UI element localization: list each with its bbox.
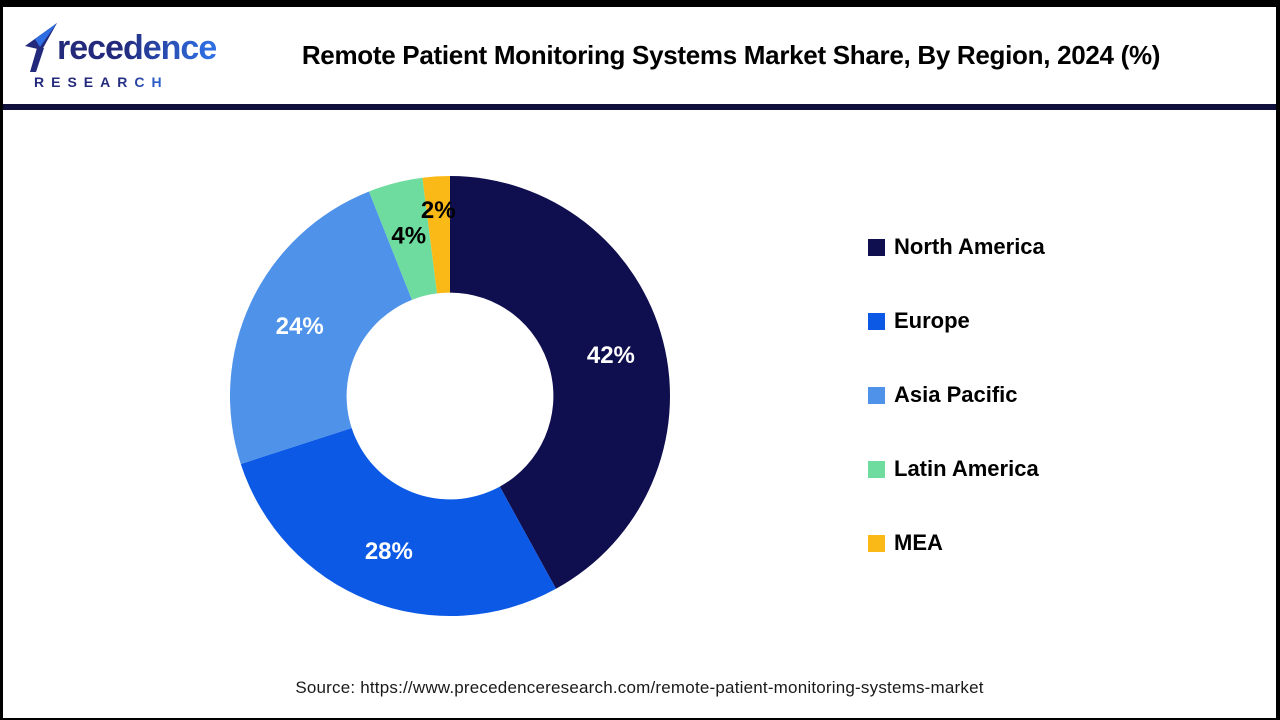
chart-area: 42% 28% 24% 4% 2% North America Europe Asia Pa… xyxy=(3,110,1276,715)
legend-swatch xyxy=(868,386,885,404)
slice-latin-america xyxy=(369,177,438,300)
logo-top: recedence xyxy=(25,22,217,72)
page-title: Remote Patient Monitoring Systems Market… xyxy=(301,40,1161,70)
logo-subtitle: RESEARCH xyxy=(34,73,169,90)
legend-swatch xyxy=(868,312,885,330)
data-label: 24% xyxy=(276,313,324,340)
source-text: Source: https://www.precedenceresearch.c… xyxy=(295,678,984,697)
legend-item: Europe xyxy=(868,308,1045,334)
legend-item-label: MEA xyxy=(894,530,943,555)
slice-europe xyxy=(240,427,556,616)
legend-swatch xyxy=(868,534,885,552)
legend-item-label: North America xyxy=(894,234,1045,259)
data-label: 28% xyxy=(365,538,413,565)
data-label: 4% xyxy=(391,223,426,250)
legend-swatch xyxy=(868,460,885,478)
legend-item-label: Asia Pacific xyxy=(894,382,1018,407)
legend: North America Europe Asia Pacific Latin Ame… xyxy=(868,234,1045,604)
legend-item: Asia Pacific xyxy=(868,382,1045,408)
paper-plane-icon xyxy=(25,22,57,72)
legend-item: MEA xyxy=(868,530,1045,556)
legend-item: North America xyxy=(868,234,1045,260)
slice-mea xyxy=(422,176,450,294)
legend-swatch xyxy=(868,238,885,256)
logo-wordmark: recedence xyxy=(57,28,217,67)
legend-item-label: Europe xyxy=(894,308,970,333)
legend-item: Latin America xyxy=(868,456,1045,482)
legend-item-label: Latin America xyxy=(894,456,1039,481)
donut-chart: 42% 28% 24% 4%2% xyxy=(229,176,670,616)
data-label: 42% xyxy=(587,342,635,369)
slice-asia-pacific xyxy=(229,191,412,464)
slice-north-america xyxy=(450,176,670,589)
data-label: 2% xyxy=(421,197,456,224)
logo: recedence RESEARCH xyxy=(25,22,220,90)
header: recedence RESEARCH Remote Patient Monito… xyxy=(3,7,1276,110)
